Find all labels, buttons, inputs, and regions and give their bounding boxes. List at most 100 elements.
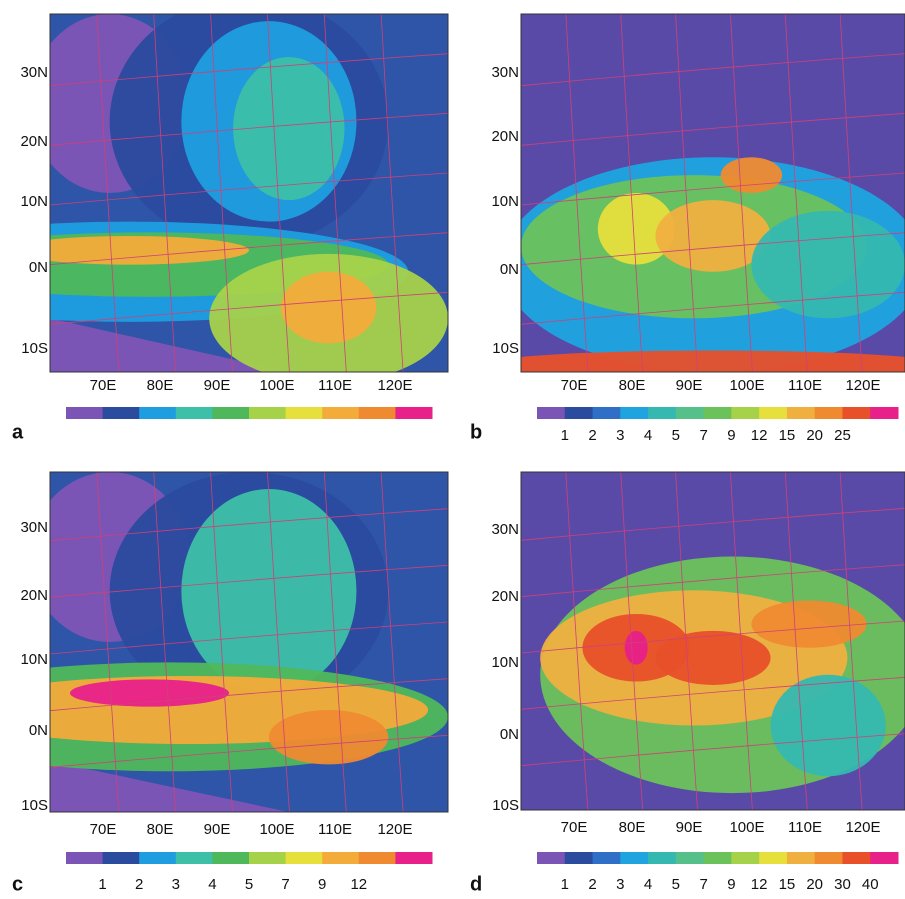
colorbar-swatch xyxy=(759,407,788,419)
lon-label: 80E xyxy=(619,377,646,394)
graticule xyxy=(839,472,863,810)
colorbar-label: 15 xyxy=(779,876,796,893)
lat-label: 10S xyxy=(21,797,48,814)
map-panel xyxy=(521,472,905,810)
colorbar-label: 12 xyxy=(751,876,768,893)
colorbar-label: 7 xyxy=(699,427,707,444)
map-frame xyxy=(520,471,905,811)
lon-label: 100E xyxy=(259,377,294,394)
colorbar-swatch xyxy=(731,852,760,864)
colorbar-label: 2 xyxy=(135,876,143,893)
colorbar-swatch xyxy=(759,852,788,864)
colorbar-label: 9 xyxy=(727,876,735,893)
graticule xyxy=(565,14,589,372)
graticule xyxy=(521,172,905,206)
colorbar-swatch xyxy=(620,407,649,419)
colorbar-swatch xyxy=(675,407,705,419)
colorbar-label: 7 xyxy=(281,876,289,893)
lat-label: 10S xyxy=(21,340,48,357)
colorbar-swatch xyxy=(322,852,360,864)
colorbar-label: 4 xyxy=(644,876,652,893)
lat-label: 30N xyxy=(491,64,519,81)
colorbar-swatch xyxy=(870,407,899,419)
lon-label: 120E xyxy=(377,821,412,838)
colorbar-label: 5 xyxy=(245,876,253,893)
lat-label: 0N xyxy=(500,726,519,743)
graticule xyxy=(730,14,753,372)
panel-letter: a xyxy=(12,421,24,443)
colorbar-swatch xyxy=(648,852,677,864)
map-panel xyxy=(50,472,448,812)
field xyxy=(655,200,771,272)
map-panel xyxy=(521,14,905,372)
map-panel xyxy=(50,14,448,372)
graticule xyxy=(50,564,448,598)
graticule xyxy=(521,733,905,767)
colorbar-label: 15 xyxy=(779,427,796,444)
field xyxy=(50,761,289,812)
graticule xyxy=(267,472,290,812)
lon-label: 90E xyxy=(204,377,231,394)
colorbar-swatch xyxy=(285,852,323,864)
lat-label: 20N xyxy=(491,128,519,145)
lon-label: 120E xyxy=(845,819,880,836)
lat-label: 10S xyxy=(492,797,519,814)
lat-label: 0N xyxy=(500,261,519,278)
graticule xyxy=(675,14,698,372)
lat-label: 30N xyxy=(491,521,519,538)
lon-label: 90E xyxy=(676,377,703,394)
lat-label: 10S xyxy=(492,340,519,357)
field xyxy=(597,193,675,265)
colorbar-label: 30 xyxy=(834,876,851,893)
graticule xyxy=(50,678,448,712)
graticule xyxy=(50,508,448,542)
lon-label: 70E xyxy=(90,821,117,838)
graticule xyxy=(50,291,448,325)
colorbar-swatch xyxy=(249,852,287,864)
field xyxy=(720,157,783,194)
graticule xyxy=(730,472,753,810)
colorbar-swatch xyxy=(703,407,732,419)
field xyxy=(181,489,357,693)
colorbar-label: 4 xyxy=(208,876,216,893)
colorbar-label: 2 xyxy=(588,876,596,893)
field xyxy=(751,600,867,648)
lat-label: 10N xyxy=(20,193,48,210)
field xyxy=(521,350,905,372)
panel-letter: c xyxy=(12,873,23,894)
field xyxy=(624,630,648,665)
field xyxy=(280,271,377,344)
colorbar-swatch xyxy=(66,407,104,419)
colorbar-swatch xyxy=(564,407,594,419)
lon-label: 120E xyxy=(377,377,412,394)
graticule xyxy=(323,472,347,812)
graticule xyxy=(521,676,905,710)
lon-label: 110E xyxy=(788,819,822,836)
lon-label: 70E xyxy=(561,819,588,836)
colorbar-swatch xyxy=(395,852,433,864)
colorbar-label: 5 xyxy=(672,876,680,893)
graticule xyxy=(521,53,905,87)
colorbar-swatch xyxy=(592,407,621,419)
graticule xyxy=(784,472,808,810)
colorbar-swatch xyxy=(139,852,177,864)
field xyxy=(655,630,771,685)
colorbar-swatch xyxy=(814,407,843,419)
lat-label: 20N xyxy=(20,133,48,150)
graticule xyxy=(521,620,905,654)
colorbar-swatch xyxy=(285,407,323,419)
graticule xyxy=(521,112,905,146)
lon-label: 110E xyxy=(318,377,352,394)
graticule xyxy=(153,14,177,372)
graticule xyxy=(50,621,448,655)
colorbar-swatch xyxy=(675,852,705,864)
graticule xyxy=(210,472,233,812)
colorbar-swatch xyxy=(212,407,250,419)
graticule xyxy=(521,507,905,541)
colorbar-swatch xyxy=(703,852,732,864)
graticule xyxy=(839,14,863,372)
colorbar-swatch xyxy=(786,407,816,419)
colorbar-swatch xyxy=(731,407,760,419)
lon-label: 100E xyxy=(729,377,764,394)
